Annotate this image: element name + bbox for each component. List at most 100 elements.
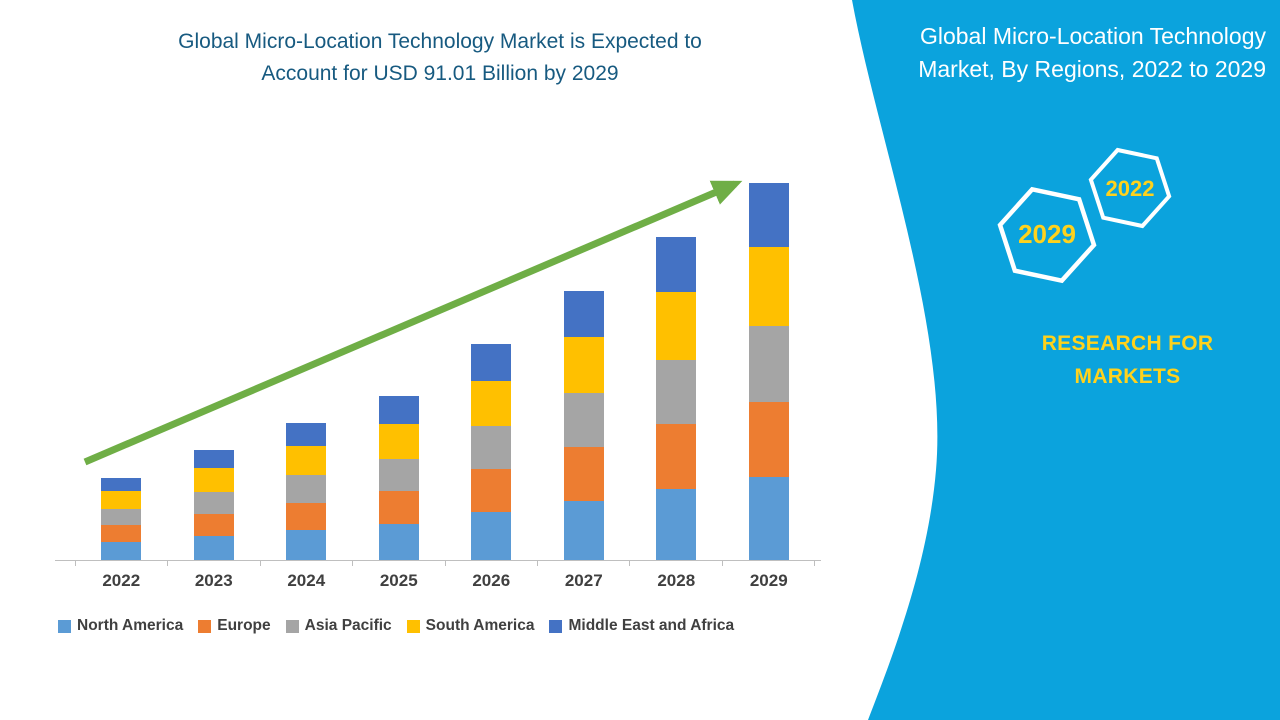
legend-item: Middle East and Africa	[549, 617, 734, 635]
x-axis-label: 2029	[749, 571, 788, 590]
hexagon-2029-label: 2029	[1018, 219, 1076, 249]
x-axis-label: 2028	[657, 571, 696, 590]
hexagon-2029	[997, 186, 1097, 284]
bar-segment	[193, 468, 234, 492]
bar-segment	[286, 502, 327, 530]
stacked-bar-2029	[748, 183, 789, 560]
bar-column-2024	[260, 423, 353, 560]
bar-segment	[286, 423, 327, 447]
bar-segment	[563, 336, 604, 394]
x-axis-tick	[629, 560, 721, 566]
year-hexagons: 2029 2022	[997, 147, 1172, 284]
bar-segment	[378, 524, 419, 560]
bar-segment	[101, 525, 142, 542]
bar-segment	[286, 475, 327, 503]
stacked-bar-2024	[286, 423, 327, 560]
x-axis-label: 2026	[472, 571, 511, 590]
chart-title-line2: Account for USD 91.01 Billion by 2029	[261, 61, 619, 85]
bar-segment	[471, 512, 512, 560]
bar-segment	[193, 535, 234, 560]
bar-segment	[378, 424, 419, 459]
right-panel-title: Global Micro-Location Technology Market,…	[918, 23, 1266, 82]
x-axis-labels: 2022 2023 2024 2025 2026 2027 2028 2029	[75, 560, 815, 591]
bar-column-2029	[723, 183, 816, 560]
chart-legend: North America Europe Asia Pacific South Ame…	[58, 617, 838, 635]
bar-segment	[748, 247, 789, 327]
bar-segment	[193, 513, 234, 536]
bar-segment	[193, 449, 234, 469]
hexagon-2022-label: 2022	[1106, 176, 1155, 201]
bar-segment	[748, 183, 789, 248]
bar-segment	[101, 508, 142, 526]
bar-segment	[656, 424, 697, 489]
bar-segment	[193, 491, 234, 514]
x-axis-tick	[259, 560, 352, 566]
bar-segment	[656, 291, 697, 360]
x-axis-tick	[75, 560, 167, 566]
bar-column-2027	[538, 291, 631, 560]
stacked-bar-2023	[193, 449, 234, 560]
x-axis-tick	[444, 560, 537, 566]
bar-segment	[471, 469, 512, 513]
bar-segment	[286, 446, 327, 476]
bar-segment	[563, 446, 604, 501]
legend-item: North America	[58, 617, 183, 635]
legend-item: Europe	[198, 617, 271, 635]
bar-segment	[471, 381, 512, 427]
bar-segment	[748, 326, 789, 402]
legend-label: North America	[77, 617, 184, 634]
trend-arrow	[83, 180, 743, 466]
bar-segment	[378, 396, 419, 425]
bar-segment	[748, 477, 789, 560]
bar-segment	[378, 491, 419, 524]
bar-segment	[378, 458, 419, 492]
bar-column-2023	[168, 449, 261, 560]
legend-label: South America	[425, 617, 535, 634]
hexagon-2022	[1088, 147, 1172, 229]
x-axis-label: 2025	[379, 571, 418, 590]
legend-label: Asia Pacific	[304, 617, 392, 634]
x-axis-tick	[352, 560, 444, 566]
x-axis-label: 2022	[102, 571, 141, 590]
legend-label: Middle East and Africa	[568, 617, 735, 634]
x-axis-tick	[167, 560, 259, 566]
hexagon-2022-outline	[1088, 147, 1172, 229]
bar-segment	[656, 488, 697, 560]
stacked-bar-2025	[378, 396, 419, 560]
legend-swatch-icon	[285, 619, 299, 633]
legend-item: South America	[406, 617, 535, 635]
x-axis-tick	[721, 560, 815, 566]
chart-title: Global Micro-Location Technology Market …	[70, 26, 810, 89]
legend-label: Europe	[217, 617, 271, 634]
bar-segment	[748, 401, 789, 478]
legend-swatch-icon	[58, 619, 71, 633]
legend-swatch-icon	[549, 619, 563, 633]
bar-segment	[471, 426, 512, 470]
bar-column-2028	[630, 237, 723, 560]
bar-segment	[286, 529, 327, 560]
bar-segment	[563, 291, 604, 337]
brand-name: RESEARCH FOR MARKETS	[1041, 332, 1214, 388]
bar-segment	[101, 541, 142, 560]
x-axis-label: 2023	[194, 571, 233, 590]
stacked-bar-2022	[101, 477, 142, 560]
stacked-bar-2027	[563, 291, 604, 560]
bar-segment	[656, 359, 697, 425]
bar-segment	[101, 477, 142, 492]
panel-curve-shape	[852, 0, 1280, 720]
x-axis-tick	[536, 560, 629, 566]
legend-swatch-icon	[406, 619, 420, 633]
legend-swatch-icon	[198, 619, 212, 633]
bar-segment	[471, 344, 512, 382]
hexagon-2029-outline	[997, 186, 1097, 284]
bar-column-2026	[445, 344, 538, 560]
x-axis-label: 2024	[287, 571, 326, 590]
bars-row	[75, 170, 815, 560]
x-axis-line	[55, 560, 821, 561]
bar-column-2025	[353, 396, 446, 560]
stacked-bar-2026	[471, 344, 512, 560]
plot-area: 2022 2023 2024 2025 2026 2027 2028 2029	[55, 170, 821, 590]
legend-item: Asia Pacific	[285, 617, 392, 635]
bar-column-2022	[75, 477, 168, 560]
